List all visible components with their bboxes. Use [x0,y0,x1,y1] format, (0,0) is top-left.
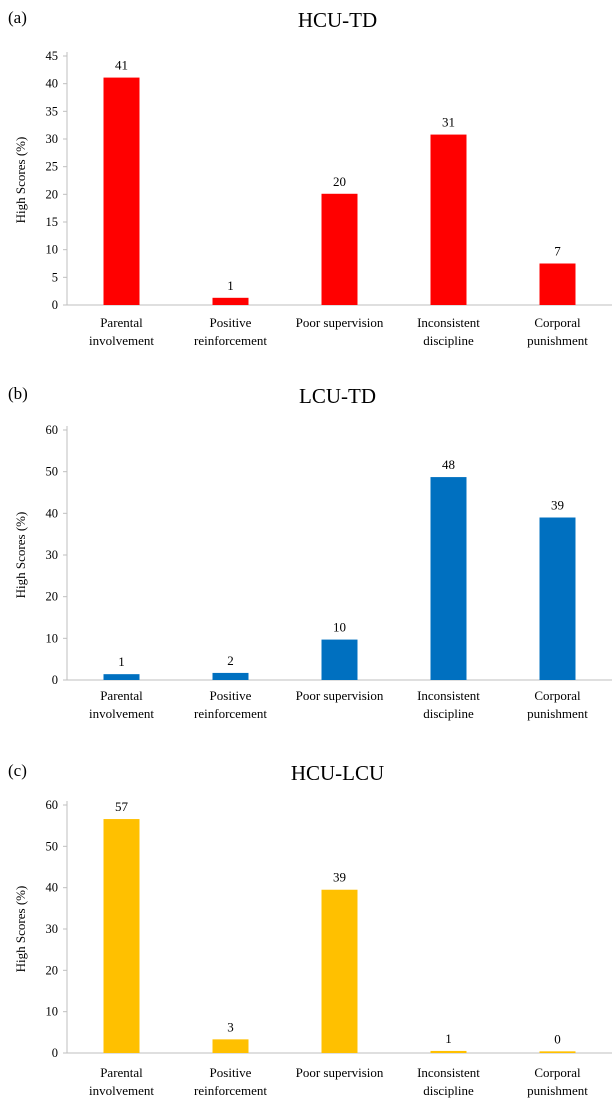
data-label: 1 [118,654,125,669]
bar [103,819,140,1053]
category-label: discipline [423,333,474,348]
y-tick-label: 40 [46,77,59,91]
category-label: discipline [423,1083,474,1098]
bar [539,517,576,680]
chart-panel-2: (b) LCU-TD High Scores (%) 0 10 20 30 40 50 60 1 Pa… [8,384,612,721]
panel-label: (b) [8,384,28,403]
data-label: 48 [442,457,455,472]
data-label: 39 [551,498,564,513]
y-tick-label: 25 [46,160,59,174]
category-label: discipline [423,706,474,721]
y-tick-label: 50 [46,839,59,853]
y-tick-label: 20 [46,963,59,977]
data-label: 57 [115,799,129,814]
data-label: 2 [227,653,234,668]
y-axis-title: High Scores (%) [13,886,28,973]
y-tick-label: 15 [46,215,59,229]
category-label: Inconsistent [417,1065,480,1080]
data-label: 41 [115,58,128,73]
category-label: reinforcement [194,333,267,348]
y-tick-label: 10 [46,1005,59,1019]
y-tick-label: 50 [46,465,59,479]
y-tick-label: 5 [52,270,58,284]
chart-title: LCU-TD [299,384,376,408]
bar [321,639,358,680]
category-label: reinforcement [194,706,267,721]
category-label: punishment [527,1083,588,1098]
y-tick-label: 30 [46,132,59,146]
category-label: Poor supervision [296,315,384,330]
y-tick-label: 10 [46,631,59,645]
category-label: Parental [100,315,143,330]
category-label: reinforcement [194,1083,267,1098]
category-label: Positive [210,688,252,703]
y-tick-label: 30 [46,922,59,936]
bar [539,263,576,305]
bar [212,672,249,680]
category-label: Corporal [534,1065,581,1080]
bar [321,193,358,305]
category-label: Parental [100,1065,143,1080]
data-label: 1 [227,278,234,293]
y-tick-label: 0 [52,1046,58,1060]
bar [212,1039,249,1053]
bar [103,77,140,305]
category-label: Corporal [534,688,581,703]
category-label: Parental [100,688,143,703]
category-label: involvement [89,706,154,721]
y-tick-label: 0 [52,298,58,312]
data-label: 1 [445,1031,452,1046]
y-tick-label: 10 [46,243,59,257]
bar [430,134,467,305]
y-axis-title: High Scores (%) [13,512,28,599]
category-label: Positive [210,1065,252,1080]
bar [321,889,358,1053]
bar [430,477,467,680]
y-tick-label: 0 [52,673,58,687]
data-label: 0 [554,1031,561,1046]
category-label: Poor supervision [296,688,384,703]
category-label: punishment [527,333,588,348]
data-label: 3 [227,1019,234,1034]
y-axis-title: High Scores (%) [13,137,28,224]
y-tick-label: 35 [46,104,59,118]
category-label: Positive [210,315,252,330]
bar [212,297,249,305]
y-tick-label: 40 [46,881,59,895]
category-label: involvement [89,333,154,348]
bar [103,674,140,680]
y-tick-label: 40 [46,506,59,520]
data-label: 31 [442,115,455,130]
data-label: 10 [333,620,346,635]
category-label: Inconsistent [417,315,480,330]
y-tick-label: 20 [46,187,59,201]
data-label: 39 [333,870,346,885]
data-label: 20 [333,174,346,189]
chart-title: HCU-LCU [291,761,384,785]
y-tick-label: 60 [46,423,59,437]
y-tick-label: 45 [46,49,59,63]
category-label: Inconsistent [417,688,480,703]
panel-label: (a) [8,8,27,27]
panel-label: (c) [8,761,27,780]
data-label: 7 [554,244,561,259]
y-tick-label: 20 [46,590,59,604]
bar [539,1051,576,1053]
chart-title: HCU-TD [298,8,377,32]
y-tick-label: 60 [46,798,59,812]
bar [430,1050,467,1053]
category-label: involvement [89,1083,154,1098]
chart-panel-1: (a) HCU-TD High Scores (%) 0 5 10 15 20 25 30 35 40… [8,8,612,348]
category-label: Corporal [534,315,581,330]
category-label: punishment [527,706,588,721]
category-label: Poor supervision [296,1065,384,1080]
y-tick-label: 30 [46,548,59,562]
